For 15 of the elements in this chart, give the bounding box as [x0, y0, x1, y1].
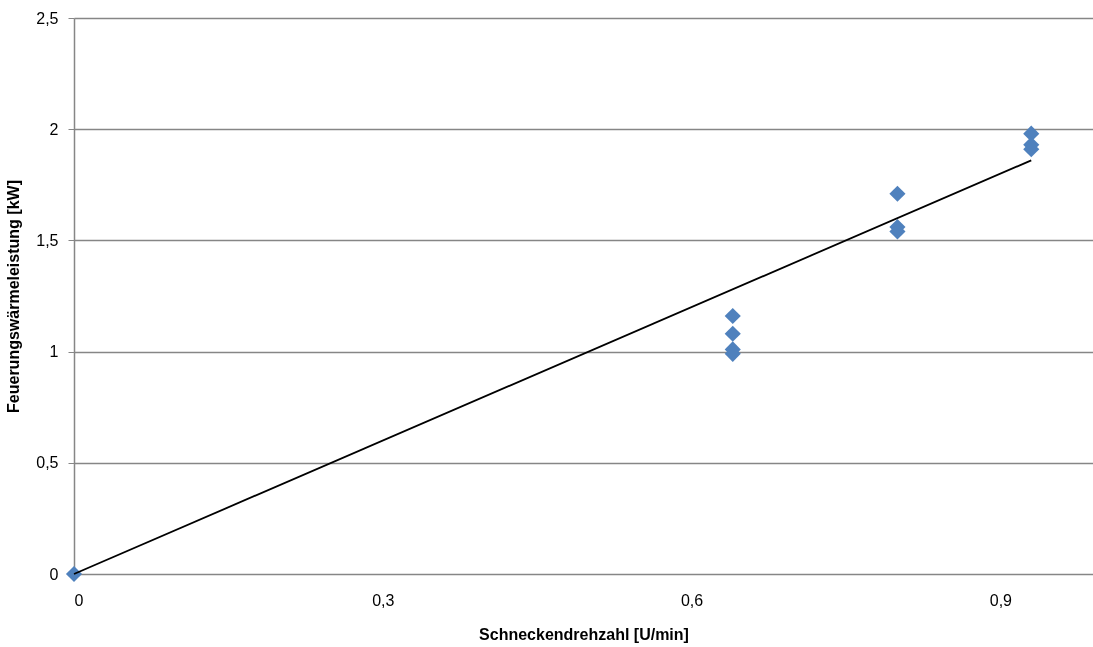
- y-axis-title: Feuerungswärmeleistung [kW]: [5, 180, 23, 413]
- point: [724, 307, 741, 325]
- y-tick-label: 0,5: [36, 454, 59, 472]
- x-axis-title: Schneckendrehzahl [U/min]: [479, 625, 689, 643]
- x-tick-label: 0,9: [989, 591, 1013, 609]
- y-tick-label: 2,5: [36, 9, 59, 27]
- y-tick-label: 1,5: [36, 231, 59, 249]
- x-tick-label: 0,6: [680, 591, 704, 609]
- point: [889, 185, 906, 202]
- point: [724, 325, 741, 342]
- y-tick-label: 0: [49, 565, 59, 583]
- x-tick-label: 0,3: [372, 591, 395, 609]
- y-tick-label: 1: [49, 343, 59, 361]
- y-tick-label: 2: [49, 120, 59, 138]
- x-tick-label: 0: [74, 591, 84, 609]
